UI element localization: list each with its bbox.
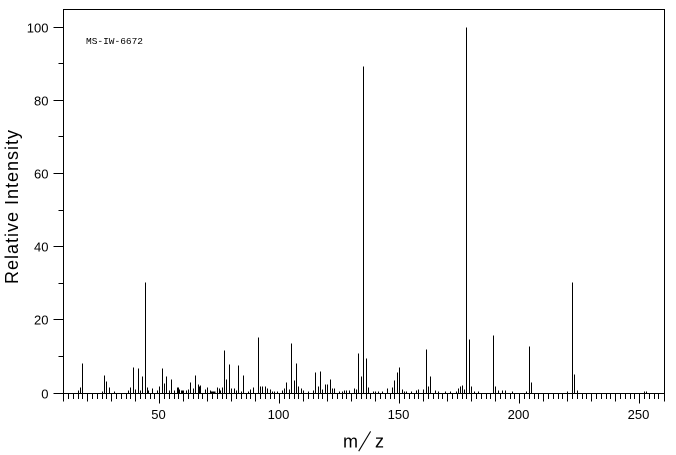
svg-text:200: 200 (508, 407, 530, 422)
svg-text:60: 60 (34, 167, 48, 182)
svg-text:80: 80 (34, 94, 48, 109)
svg-text:150: 150 (388, 407, 410, 422)
svg-text:20: 20 (34, 313, 48, 328)
svg-text:100: 100 (268, 407, 290, 422)
svg-text:0: 0 (41, 387, 48, 402)
svg-text:m: m (343, 432, 358, 452)
svg-text:z: z (375, 432, 384, 452)
svg-text:50: 50 (151, 407, 165, 422)
svg-text:250: 250 (628, 407, 650, 422)
svg-text:MS-IW-6672: MS-IW-6672 (86, 36, 143, 47)
svg-text:40: 40 (34, 240, 48, 255)
svg-text:Relative Intensity: Relative Intensity (2, 129, 22, 284)
svg-text:100: 100 (27, 21, 49, 36)
